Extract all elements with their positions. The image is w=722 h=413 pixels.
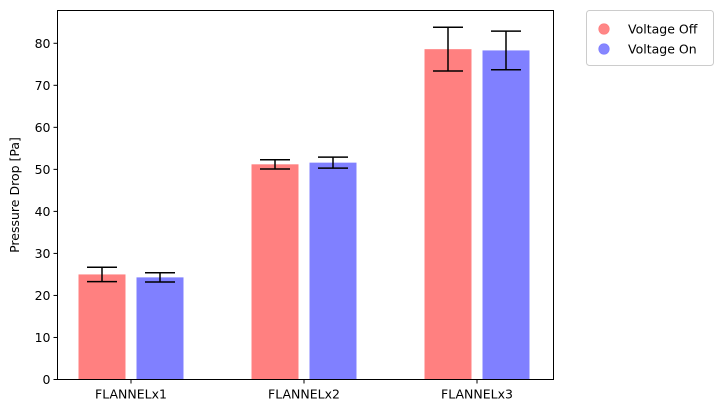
legend-label: Voltage On <box>628 42 697 57</box>
error-bar-flannelx1-voltage-off <box>87 266 117 283</box>
bars-layer <box>78 49 530 380</box>
bar-flannelx1-voltage-off <box>78 274 126 380</box>
y-tick-label: 0 <box>43 372 51 387</box>
y-tick-label: 20 <box>35 288 51 303</box>
bar-flannelx2-voltage-off <box>251 164 299 380</box>
error-bar-flannelx2-voltage-off <box>260 158 290 170</box>
legend: Voltage Off Voltage On <box>586 10 714 66</box>
x-tick-label: FLANNELx2 <box>268 387 340 402</box>
y-tick-label: 70 <box>35 78 51 93</box>
bar-flannelx3-voltage-on <box>482 50 530 380</box>
bar-flannelx2-voltage-on <box>309 162 357 380</box>
legend-entry: Voltage On <box>598 42 697 57</box>
legend-frame <box>586 10 714 66</box>
error-bars-layer <box>87 26 521 283</box>
legend-marker <box>598 23 610 35</box>
x-tick-label: FLANNELx1 <box>95 387 167 402</box>
bar-flannelx3-voltage-off <box>424 49 472 380</box>
error-bar-flannelx3-voltage-on <box>491 30 521 71</box>
x-tick-label: FLANNELx3 <box>441 387 513 402</box>
y-tick-label: 50 <box>35 162 51 177</box>
error-bar-flannelx3-voltage-off <box>433 26 463 72</box>
legend-entry: Voltage Off <box>598 22 698 37</box>
legend-label: Voltage Off <box>628 22 698 37</box>
y-tick-label: 10 <box>35 330 51 345</box>
y-tick-label: 30 <box>35 246 51 261</box>
y-axis-ticks: 0 10 20 30 40 50 60 70 80 <box>35 36 58 387</box>
bar-flannelx1-voltage-on <box>136 277 184 380</box>
legend-marker <box>598 43 610 55</box>
y-axis-label: Pressure Drop [Pa] <box>7 137 22 253</box>
error-bar-flannelx2-voltage-on <box>318 156 348 169</box>
y-tick-label: 40 <box>35 204 51 219</box>
y-tick-label: 60 <box>35 120 51 135</box>
y-tick-label: 80 <box>35 36 51 51</box>
x-axis-ticks: FLANNELx1 FLANNELx2 FLANNELx3 <box>95 379 513 402</box>
plot-area-frame <box>57 10 554 380</box>
error-bar-flannelx1-voltage-on <box>145 272 175 283</box>
legend-entries: Voltage Off Voltage On <box>598 22 698 57</box>
